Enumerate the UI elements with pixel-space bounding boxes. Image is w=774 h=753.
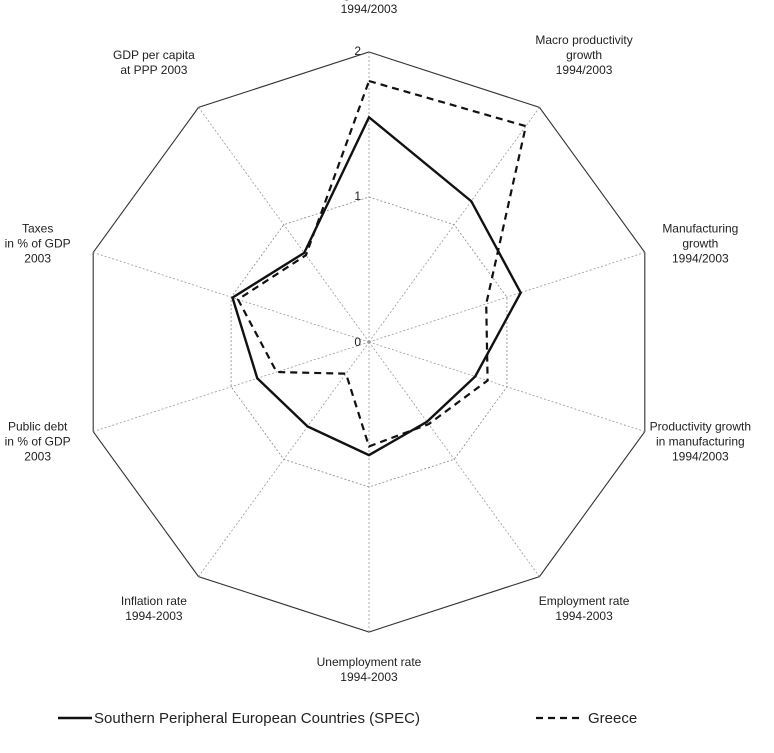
axis-label-line: growth bbox=[682, 237, 718, 251]
spoke-6 bbox=[198, 341, 370, 577]
spoke-4 bbox=[368, 341, 540, 577]
axis-label-line: 1994-2003 bbox=[555, 609, 613, 623]
tick-label-0: 0 bbox=[354, 335, 361, 349]
axis-label-line: Real growth of GDP bbox=[316, 0, 423, 1]
axis-label-line: 1994/2003 bbox=[672, 252, 729, 266]
legend-label-spec: Southern Peripheral European Countries (… bbox=[94, 710, 420, 727]
axis-label-2: Manufacturing growth 1994/2003 bbox=[662, 222, 738, 266]
axis-label-8: Taxes in % of GDP 2003 bbox=[5, 222, 71, 266]
axis-label-line: 2003 bbox=[24, 449, 51, 463]
axis-label-line: 1994/2003 bbox=[672, 449, 729, 463]
axis-label-line: Inflation rate bbox=[121, 594, 187, 608]
legend-label-greece: Greece bbox=[588, 710, 637, 727]
axis-label-1: Macro productivity growth 1994/2003 bbox=[535, 33, 632, 77]
axis-label-line: Unemployment rate bbox=[317, 655, 422, 669]
spoke-7 bbox=[93, 341, 370, 432]
axis-label-0: Real growth of GDP1994/2003 bbox=[316, 0, 423, 16]
axis-label-line: Macro productivity bbox=[535, 33, 632, 47]
spoke-9 bbox=[198, 107, 370, 343]
axis-label-line: 1994-2003 bbox=[340, 670, 398, 684]
legend: Southern Peripheral European Countries (… bbox=[58, 710, 637, 727]
tick-label-2: 2 bbox=[354, 44, 361, 58]
spoke-1 bbox=[368, 107, 540, 343]
axis-label-line: in % of GDP bbox=[5, 237, 71, 251]
series-line-0 bbox=[231, 115, 523, 457]
axis-label-7: Public debt in % of GDP 2003 bbox=[5, 419, 71, 463]
tick-label-1: 1 bbox=[354, 189, 361, 203]
axis-label-line: in manufacturing bbox=[656, 434, 745, 448]
axis-label-line: 1994-2003 bbox=[125, 609, 183, 623]
series-group bbox=[231, 79, 528, 457]
axis-label-line: Manufacturing bbox=[662, 222, 738, 236]
axis-label-4: Employment rate 1994-2003 bbox=[539, 594, 630, 623]
axis-label-line: GDP per capita bbox=[113, 48, 195, 62]
spoke-2 bbox=[368, 252, 645, 343]
axis-label-line: in % of GDP bbox=[5, 434, 71, 448]
axis-label-line: Employment rate bbox=[539, 594, 630, 608]
axis-label-5: Unemployment rate 1994-2003 bbox=[317, 655, 422, 684]
axis-label-line: Productivity growth bbox=[650, 419, 751, 433]
axis-label-line: at PPP 2003 bbox=[120, 63, 187, 77]
axis-label-line: Taxes bbox=[22, 222, 53, 236]
axis-label-line: 2003 bbox=[24, 252, 51, 266]
spoke-3 bbox=[368, 341, 645, 432]
axis-label-line: Public debt bbox=[8, 419, 68, 433]
axis-label-line: 1994/2003 bbox=[556, 63, 613, 77]
grid: 0 1 2 bbox=[92, 44, 646, 633]
axis-label-line: growth bbox=[566, 48, 602, 62]
axis-label-3: Productivity growth in manufacturing 1994/… bbox=[650, 419, 751, 463]
axis-label-6: Inflation rate 1994-2003 bbox=[121, 594, 187, 623]
axis-label-9: GDP per capita at PPP 2003 bbox=[113, 48, 195, 77]
axis-label-line: 1994/2003 bbox=[341, 2, 398, 16]
